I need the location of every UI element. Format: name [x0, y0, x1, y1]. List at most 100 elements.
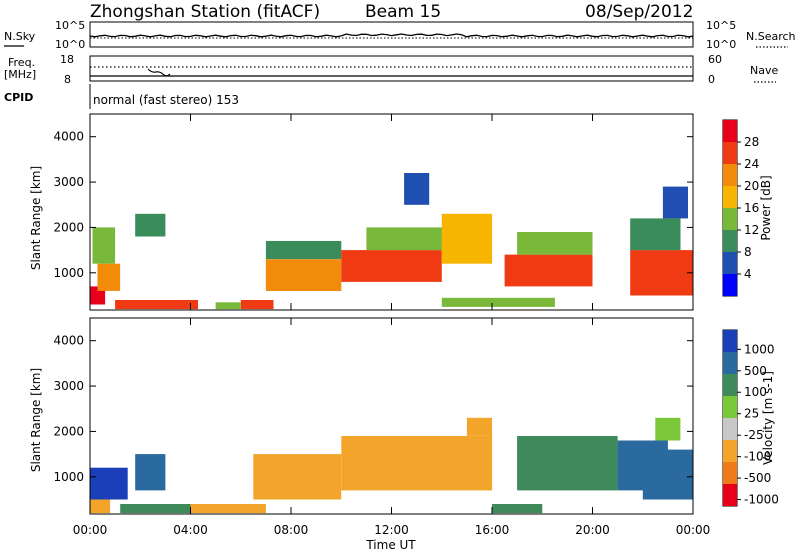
velocity-cell: [90, 467, 128, 500]
velocity-cell: [253, 454, 342, 500]
velocity-colorbar-swatch: [723, 396, 737, 418]
velocity-ytick-label: 2000: [53, 424, 84, 438]
velocity-colorbar-tick-label: 1000: [744, 342, 775, 356]
power-cell: [341, 250, 442, 282]
velocity-colorbar-tick-label: -1000: [744, 493, 779, 507]
power-cell: [366, 227, 455, 251]
noise-tick-bottom-left: 10^0: [55, 38, 85, 51]
beam-title: Beam 15: [365, 2, 441, 22]
velocity-colorbar-swatch: [723, 418, 737, 440]
power-colorbar-tick-label: 4: [744, 267, 752, 281]
power-cell: [662, 186, 688, 219]
velocity-cell: [190, 504, 266, 514]
x-tick-label: 16:00: [475, 523, 510, 537]
power-cell: [115, 300, 198, 310]
velocity-cells: [90, 417, 694, 514]
power-cell: [504, 254, 593, 287]
power-panel: 1000 2000 3000 4000 Slant Range [km] 4 8 12 16…: [29, 113, 773, 311]
velocity-colorbar-label: Velocity [m s-1]: [761, 371, 775, 465]
velocity-ytick-label: 1000: [53, 470, 84, 484]
power-colorbar-swatch: [723, 230, 737, 252]
power-colorbar-tick-label: 12: [744, 223, 759, 237]
power-colorbar-swatch: [723, 186, 737, 208]
power-cell: [97, 263, 121, 291]
velocity-cell: [492, 504, 543, 514]
velocity-colorbar-tick-label: 500: [744, 364, 767, 378]
power-cell: [265, 259, 342, 291]
power-cells: [90, 173, 693, 310]
velocity-ytick-label: 4000: [53, 334, 84, 348]
power-colorbar-swatch: [723, 208, 737, 230]
power-ylabel: Slant Range [km]: [29, 166, 43, 270]
power-colorbar-tick-label: 28: [744, 135, 759, 149]
date-title: 08/Sep/2012: [585, 2, 693, 22]
power-cell: [135, 213, 166, 237]
freq-label: Freq.: [8, 56, 35, 69]
power-cell: [441, 297, 555, 307]
power-cell: [630, 250, 693, 296]
velocity-cell: [120, 504, 191, 514]
x-tick-label: 08:00: [274, 523, 309, 537]
velocity-colorbar-tick-label: 100: [744, 385, 767, 399]
velocity-ytick-label: 3000: [53, 379, 84, 393]
velocity-cell: [466, 417, 492, 436]
power-cell: [265, 241, 342, 260]
x-tick-label: 12:00: [374, 523, 409, 537]
freq-unit-label: [MHz]: [4, 68, 36, 81]
x-axis: 00:00 04:00 08:00 12:00 16:00 20:00 00:00: [73, 114, 711, 537]
noise-tick-top-right: 10^5: [706, 19, 736, 32]
power-cell: [517, 232, 593, 255]
velocity-cell: [341, 436, 493, 491]
nave-tick-top: 60: [708, 53, 722, 66]
power-colorbar-tick-label: 16: [744, 201, 759, 215]
nave-dip: [147, 68, 171, 77]
cpid-label: CPID: [4, 91, 33, 104]
freq-panel: Freq. [MHz] 18 8 60 0 Nave: [4, 53, 778, 86]
power-ytick-label: 1000: [53, 266, 84, 280]
power-cell: [215, 302, 241, 310]
velocity-colorbar-swatch: [723, 462, 737, 484]
velocity-cell: [642, 449, 694, 500]
velocity-ylabel: Slant Range [km]: [29, 368, 43, 472]
power-cell: [92, 227, 116, 264]
power-colorbar-swatch: [723, 142, 737, 164]
power-colorbar-tick-label: 24: [744, 157, 759, 171]
nave-label: Nave: [750, 64, 778, 77]
power-colorbar-swatch: [723, 274, 737, 296]
velocity-colorbar-swatch: [723, 330, 737, 352]
power-ytick-label: 4000: [53, 130, 84, 144]
power-ytick-label: 3000: [53, 175, 84, 189]
velocity-colorbar-swatch: [723, 484, 737, 506]
x-tick-label: 00:00: [676, 523, 711, 537]
velocity-colorbar-tick-label: -500: [744, 471, 771, 485]
station-title: Zhongshan Station (fitACF): [90, 2, 320, 22]
velocity-cell: [135, 454, 166, 491]
noise-sky-line: [89, 33, 694, 38]
power-colorbar-tick-label: 20: [744, 179, 759, 193]
power-cell: [404, 173, 430, 205]
cpid-text: normal (fast stereo) 153: [93, 93, 239, 107]
power-colorbar-swatch: [723, 120, 737, 142]
noise-tick-top-left: 10^5: [55, 19, 85, 32]
power-colorbar-tick-label: 8: [744, 245, 752, 259]
x-tick-label: 00:00: [73, 523, 108, 537]
noise-search-label: N.Search: [746, 30, 796, 43]
nave-tick-bottom: 0: [708, 73, 715, 86]
velocity-panel: 1000 2000 3000 4000 Slant Range [km] 1000 50…: [29, 317, 779, 515]
power-cell: [240, 300, 274, 310]
velocity-cell: [90, 499, 111, 514]
x-tick-label: 04:00: [173, 523, 208, 537]
freq-tick-top: 18: [60, 53, 74, 66]
velocity-colorbar-tick-label: -100: [744, 450, 771, 464]
x-axis-title: Time UT: [365, 538, 416, 552]
power-ytick-label: 2000: [53, 220, 84, 234]
velocity-colorbar-tick-label: 25: [744, 407, 759, 421]
power-colorbar-label: Power [dB]: [759, 175, 773, 240]
velocity-colorbar-tick-label: -25: [744, 428, 764, 442]
cpid-panel: CPID normal (fast stereo) 153: [4, 84, 239, 109]
x-tick-label: 20:00: [575, 523, 610, 537]
power-cell: [630, 218, 681, 251]
velocity-colorbar-swatch: [723, 374, 737, 396]
freq-tick-bottom: 8: [64, 73, 71, 86]
